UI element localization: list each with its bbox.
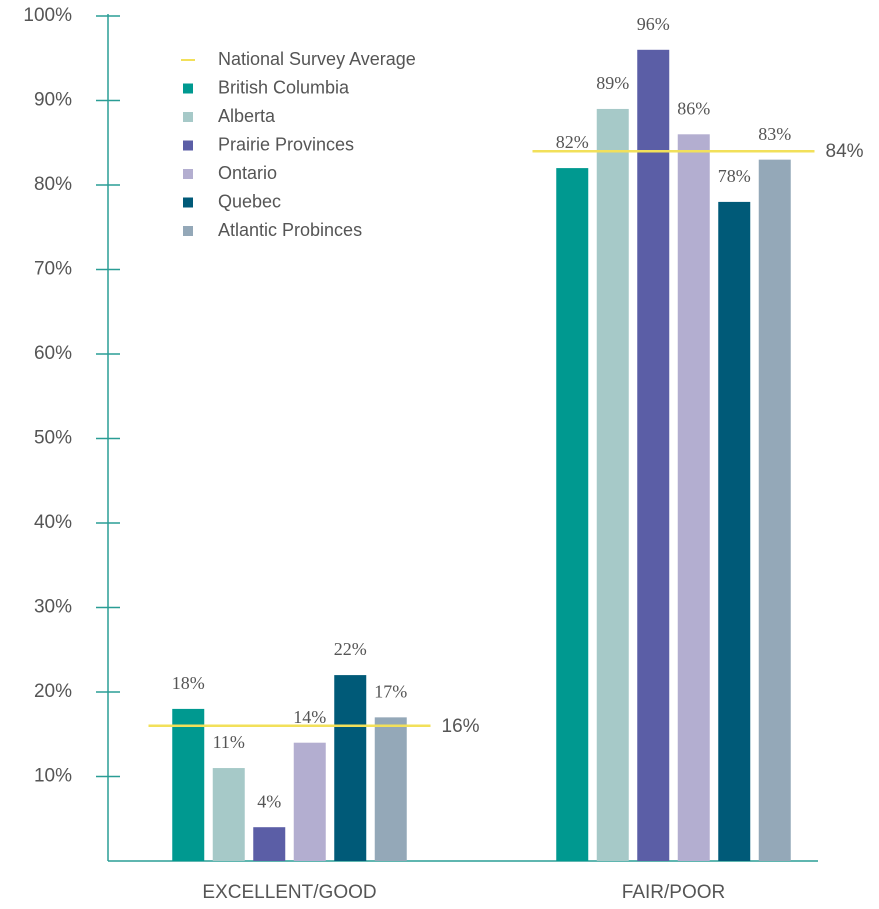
legend-swatch <box>183 169 193 179</box>
bar <box>212 768 245 861</box>
bar <box>596 108 629 861</box>
y-tick-label: 10% <box>34 766 72 787</box>
legend-label: Prairie Provinces <box>218 134 354 154</box>
value-label: 78% <box>718 166 751 186</box>
bar <box>556 168 589 862</box>
legend-swatch <box>183 112 193 122</box>
value-label: 86% <box>677 98 710 118</box>
y-tick-label: 30% <box>34 597 72 618</box>
bar <box>253 827 286 861</box>
y-tick-label: 60% <box>34 343 72 364</box>
legend-label: British Columbia <box>218 77 350 97</box>
x-tick-label: EXCELLENT/GOOD <box>202 882 376 903</box>
bar <box>334 675 367 861</box>
value-label: 14% <box>293 707 326 727</box>
value-label: 17% <box>374 681 407 701</box>
legend-swatch <box>183 140 193 151</box>
bar <box>374 717 407 861</box>
average-label: 84% <box>826 141 864 162</box>
legend-label: Ontario <box>218 163 277 183</box>
legend-label: National Survey Average <box>218 49 416 69</box>
legend-swatch <box>183 197 193 208</box>
value-label: 82% <box>556 132 589 152</box>
value-label: 18% <box>172 673 205 693</box>
y-tick-label: 70% <box>34 259 72 280</box>
bar <box>677 134 710 862</box>
legend-swatch <box>183 226 193 236</box>
value-label: 22% <box>334 639 367 659</box>
legend-label: Quebec <box>218 191 281 211</box>
bar <box>758 159 791 861</box>
bar <box>172 708 205 861</box>
legend-label: Alberta <box>218 106 276 126</box>
value-label: 4% <box>257 791 281 811</box>
y-tick-label: 80% <box>34 174 72 195</box>
value-label: 11% <box>213 732 245 752</box>
bar <box>293 742 326 861</box>
bar <box>637 49 670 862</box>
y-tick-label: 100% <box>23 5 72 26</box>
y-tick-label: 90% <box>34 90 72 111</box>
legend-label: Atlantic Probinces <box>218 220 362 240</box>
value-label: 89% <box>596 73 629 93</box>
y-tick-label: 40% <box>34 512 72 533</box>
y-tick-label: 50% <box>34 428 72 449</box>
bar <box>718 201 751 861</box>
average-label: 16% <box>442 716 480 737</box>
x-tick-label: FAIR/POOR <box>622 882 725 903</box>
legend-swatch <box>183 83 193 94</box>
value-label: 83% <box>758 124 791 144</box>
y-tick-label: 20% <box>34 681 72 702</box>
value-label: 96% <box>637 14 670 34</box>
